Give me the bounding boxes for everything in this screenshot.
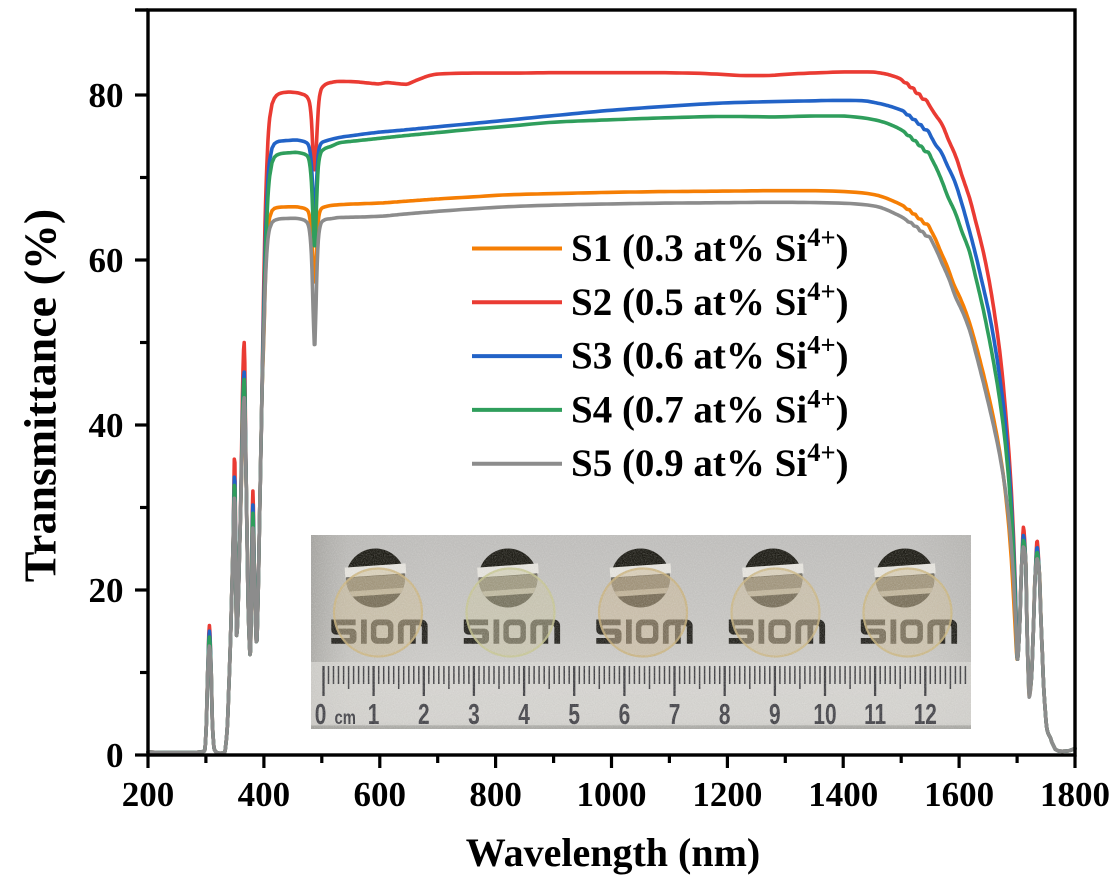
svg-text:1200: 1200 [692, 775, 762, 814]
svg-text:S3 (0.6 at% Si4+): S3 (0.6 at% Si4+) [571, 330, 849, 378]
svg-text:1000: 1000 [577, 775, 647, 814]
svg-text:S5 (0.9 at% Si4+): S5 (0.9 at% Si4+) [571, 437, 849, 485]
svg-text:Wavelength (nm): Wavelength (nm) [466, 830, 760, 875]
svg-text:200: 200 [122, 775, 175, 814]
svg-text:600: 600 [354, 775, 407, 814]
svg-text:80: 80 [89, 76, 124, 115]
svg-text:S1 (0.3 at% Si4+): S1 (0.3 at% Si4+) [571, 222, 849, 270]
svg-text:Transmittance (%): Transmittance (%) [15, 209, 66, 582]
svg-text:S2 (0.5 at% Si4+): S2 (0.5 at% Si4+) [571, 276, 849, 324]
svg-text:400: 400 [238, 775, 291, 814]
svg-text:60: 60 [89, 241, 124, 280]
svg-text:20: 20 [89, 571, 124, 610]
svg-text:1400: 1400 [808, 775, 878, 814]
svg-text:1800: 1800 [1040, 775, 1110, 814]
svg-text:S4 (0.7 at% Si4+): S4 (0.7 at% Si4+) [571, 383, 849, 431]
svg-text:800: 800 [469, 775, 522, 814]
svg-text:40: 40 [89, 406, 124, 445]
svg-text:0: 0 [106, 736, 124, 775]
svg-text:1600: 1600 [924, 775, 994, 814]
